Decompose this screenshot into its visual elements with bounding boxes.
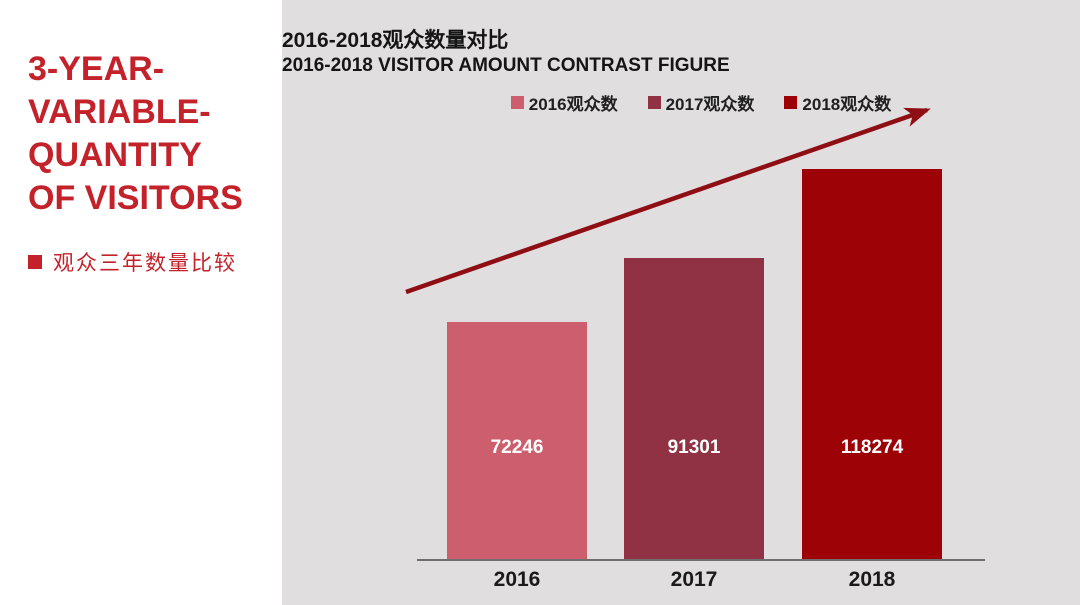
bar-plot-area: 72246 91301 118274	[282, 0, 1080, 561]
legend-swatch-icon	[784, 96, 798, 109]
legend-swatch-icon	[647, 96, 661, 109]
left-panel: 3-YEAR- VARIABLE- QUANTITY OF VISITORS 观…	[0, 0, 282, 605]
bar-value-label: 91301	[667, 437, 721, 458]
chart-title-zh: 2016-2018观众数量对比	[282, 29, 509, 52]
legend-swatch-icon	[510, 96, 524, 109]
bullet-square-icon	[28, 255, 42, 269]
bar-2016	[447, 322, 587, 561]
chart-title-en: 2016-2018 VISITOR AMOUNT CONTRAST FIGURE	[282, 55, 730, 76]
bar-2018	[802, 169, 942, 561]
bullet-row: 观众三年数量比较	[28, 247, 237, 277]
x-axis-label: 2018	[848, 568, 896, 591]
x-axis-line	[417, 559, 985, 561]
chart-panel: 2016-2018观众数量对比 2016-2018 VISITOR AMOUNT…	[282, 0, 1080, 605]
bar-value-label: 118274	[840, 437, 904, 458]
x-axis-label: 2017	[670, 568, 718, 591]
bar-2017	[624, 258, 764, 561]
x-axis-label: 2016	[493, 568, 541, 591]
panel-title: 3-YEAR- VARIABLE- QUANTITY OF VISITORS	[28, 50, 243, 217]
bar-value-label: 72246	[490, 437, 544, 458]
panel-subtitle: 观众三年数量比较	[53, 251, 237, 275]
